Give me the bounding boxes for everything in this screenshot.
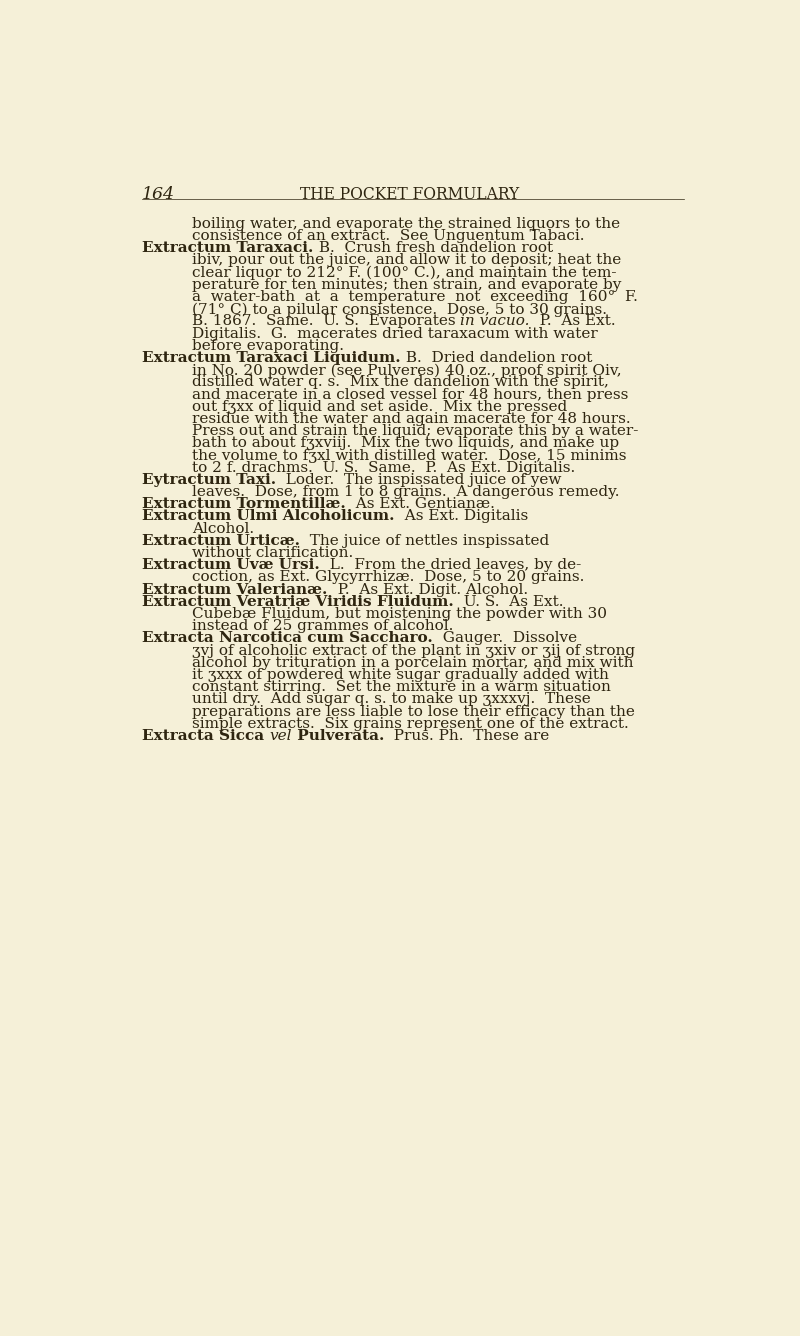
Text: consistence of an extract.  See Unguentum Tabaci.: consistence of an extract. See Unguentum… [192, 228, 584, 243]
Text: Loder.  The inspissated juice of yew: Loder. The inspissated juice of yew [276, 473, 562, 486]
Text: Extractum Taraxaci.: Extractum Taraxaci. [142, 242, 314, 255]
Text: L.  From the dried leaves, by de-: L. From the dried leaves, by de- [320, 558, 581, 572]
Text: distilled water q. s.  Mix the dandelion with the spirit,: distilled water q. s. Mix the dandelion … [192, 375, 609, 389]
Text: Extractum Tormentillæ.: Extractum Tormentillæ. [142, 497, 346, 512]
Text: in vacuo.: in vacuo. [460, 314, 530, 329]
Text: Prus. Ph.  These are: Prus. Ph. These are [385, 729, 550, 743]
Text: 164: 164 [142, 186, 175, 203]
Text: Extractum Taraxaci Liquidum.: Extractum Taraxaci Liquidum. [142, 351, 401, 365]
Text: P.  As Ext.: P. As Ext. [530, 314, 615, 329]
Text: alcohol by trituration in a porcelain mortar, and mix with: alcohol by trituration in a porcelain mo… [192, 656, 634, 669]
Text: Extractum Ulmi Alcoholicum.: Extractum Ulmi Alcoholicum. [142, 509, 394, 524]
Text: the volume to fʒxl with distilled water.  Dose, 15 minims: the volume to fʒxl with distilled water.… [192, 449, 626, 462]
Text: Extractum Uvæ Ursi.: Extractum Uvæ Ursi. [142, 558, 320, 572]
Text: B.  Dried dandelion root: B. Dried dandelion root [401, 351, 592, 365]
Text: until dry.  Add sugar q. s. to make up ʒxxxvj.  These: until dry. Add sugar q. s. to make up ʒx… [192, 692, 590, 707]
Text: (71° C) to a pilular consistence.  Dose, 5 to 30 grains.: (71° C) to a pilular consistence. Dose, … [192, 302, 606, 317]
Text: clear liquor to 212° F. (100° C.), and maintain the tem-: clear liquor to 212° F. (100° C.), and m… [192, 266, 616, 281]
Text: Pulverata.: Pulverata. [292, 729, 385, 743]
Text: P.  As Ext. Digit. Alcohol.: P. As Ext. Digit. Alcohol. [327, 582, 528, 597]
Text: instead of 25 grammes of alcohol.: instead of 25 grammes of alcohol. [192, 619, 453, 633]
Text: Gauger.  Dissolve: Gauger. Dissolve [433, 632, 577, 645]
Text: bath to about fʒxviij.  Mix the two liquids, and make up: bath to about fʒxviij. Mix the two liqui… [192, 437, 619, 450]
Text: preparations are less liable to lose their efficacy than the: preparations are less liable to lose the… [192, 704, 634, 719]
Text: B.  Crush fresh dandelion root: B. Crush fresh dandelion root [314, 242, 553, 255]
Text: boiling water, and evaporate the strained liquors to the: boiling water, and evaporate the straine… [192, 216, 620, 231]
Text: leaves.  Dose, from 1 to 8 grains.  A dangerous remedy.: leaves. Dose, from 1 to 8 grains. A dang… [192, 485, 619, 500]
Text: vel: vel [270, 729, 292, 743]
Text: it ʒxxx of powdered white sugar gradually added with: it ʒxxx of powdered white sugar graduall… [192, 668, 609, 681]
Text: and macerate in a closed vessel for 48 hours, then press: and macerate in a closed vessel for 48 h… [192, 387, 628, 402]
Text: simple extracts.  Six grains represent one of the extract.: simple extracts. Six grains represent on… [192, 716, 629, 731]
Text: ibiv, pour out the juice, and allow it to deposit; heat the: ibiv, pour out the juice, and allow it t… [192, 254, 621, 267]
Text: Extractum Valerianæ.: Extractum Valerianæ. [142, 582, 327, 597]
Text: Extracta Narcotica cum Saccharo.: Extracta Narcotica cum Saccharo. [142, 632, 433, 645]
Text: Eytractum Taxi.: Eytractum Taxi. [142, 473, 276, 486]
Text: As Ext. Gentianæ.: As Ext. Gentianæ. [346, 497, 494, 512]
Text: The juice of nettles inspissated: The juice of nettles inspissated [300, 534, 550, 548]
Text: Extractum Veratriæ Viridis Fluidum.: Extractum Veratriæ Viridis Fluidum. [142, 595, 454, 609]
Text: out fʒxx of liquid and set aside.  Mix the pressed: out fʒxx of liquid and set aside. Mix th… [192, 399, 567, 414]
Text: ʒvj of alcoholic extract of the plant in ʒxiv or ʒij of strong: ʒvj of alcoholic extract of the plant in… [192, 644, 635, 657]
Text: U. S.  As Ext.: U. S. As Ext. [454, 595, 563, 609]
Text: constant stirring.  Set the mixture in a warm situation: constant stirring. Set the mixture in a … [192, 680, 610, 695]
Text: a  water-bath  at  a  temperature  not  exceeding  160°  F.: a water-bath at a temperature not exceed… [192, 290, 638, 305]
Text: Alcohol.: Alcohol. [192, 521, 254, 536]
Text: without clarification.: without clarification. [192, 546, 353, 560]
Text: residue with the water and again macerate for 48 hours.: residue with the water and again macerat… [192, 411, 630, 426]
Text: perature for ten minutes; then strain, and evaporate by: perature for ten minutes; then strain, a… [192, 278, 621, 291]
Text: Press out and strain the liquid; evaporate this by a water-: Press out and strain the liquid; evapora… [192, 424, 638, 438]
Text: coction, as Ext. Glycyrrhizæ.  Dose, 5 to 20 grains.: coction, as Ext. Glycyrrhizæ. Dose, 5 to… [192, 570, 584, 584]
Text: Digitalis.  G.  macerates dried taraxacum with water: Digitalis. G. macerates dried taraxacum … [192, 326, 598, 341]
Text: Extractum Urticæ.: Extractum Urticæ. [142, 534, 300, 548]
Text: Extracta Sicca: Extracta Sicca [142, 729, 270, 743]
Text: B. 1867.  Same.  U. S.  Evaporates: B. 1867. Same. U. S. Evaporates [192, 314, 460, 329]
Text: THE POCKET FORMULARY: THE POCKET FORMULARY [300, 186, 520, 203]
Text: before evaporating.: before evaporating. [192, 339, 344, 353]
Text: in No. 20 powder (see Pulveres) 40 oz., proof spirit Oiv,: in No. 20 powder (see Pulveres) 40 oz., … [192, 363, 622, 378]
Text: to 2 f. drachms.  U. S.  Same.  P.  As Ext. Digitalis.: to 2 f. drachms. U. S. Same. P. As Ext. … [192, 461, 575, 474]
Text: As Ext. Digitalis: As Ext. Digitalis [394, 509, 528, 524]
Text: Cubebæ Fluidum, but moistening the powder with 30: Cubebæ Fluidum, but moistening the powde… [192, 607, 606, 621]
